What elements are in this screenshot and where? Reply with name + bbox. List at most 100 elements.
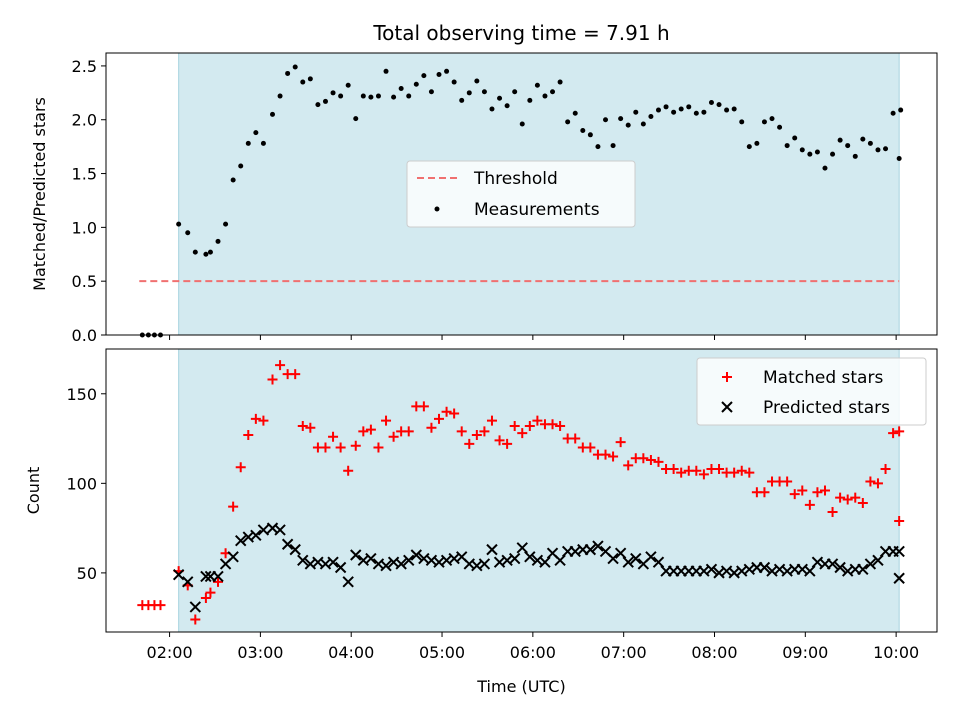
top-legend: Threshold Measurements [406,160,636,228]
matched-star-point [714,464,725,475]
measurement-point [466,90,472,96]
predicted-star-point [289,543,301,556]
predicted-star-point [826,558,839,570]
measurement-point [504,103,510,109]
matched-star-point [267,374,278,385]
measurement-point [746,144,752,150]
measurement-point [595,144,601,150]
predicted-star-point [281,538,294,550]
y-tick-label: 0.0 [72,326,97,345]
predicted-star-point [630,552,642,565]
measurement-point [203,251,209,257]
matched-star-point [320,442,331,453]
matched-star-point [509,421,520,432]
measurement-point [799,147,805,153]
bottom-y-axis-label: Count [24,467,43,515]
predicted-star-point [235,534,247,547]
predicted-star-point [380,560,392,572]
measurement-point [406,93,412,99]
bottom-legend: Matched stars Predicted stars [696,357,927,426]
legend-measurements-swatch [434,206,440,212]
matched-star-point [235,462,246,473]
legend-matched-swatch [722,372,732,382]
x-tick-label: 04:00 [328,643,374,662]
predicted-star-point [410,549,423,561]
matched-star-point [343,465,354,476]
predicted-star-point [395,558,407,570]
measurement-point [307,76,313,82]
legend-threshold-label: Threshold [473,169,558,189]
measurement-point [421,73,427,79]
y-tick-label: 2.0 [72,111,97,130]
y-tick-label: 50 [77,564,97,583]
matched-star-point [250,413,261,424]
matched-star-point [698,469,709,480]
measurement-point [580,127,586,133]
predicted-star-point [250,529,262,541]
matched-star-point [365,424,376,435]
matched-star-point [835,492,846,503]
matched-star-point [297,421,308,432]
matched-star-point [155,600,166,611]
top-y-axis-label: Matched/Predicted stars [30,97,49,291]
predicted-star-point [274,524,286,536]
measurement-point [678,106,684,112]
measurement-point [716,102,722,108]
matched-star-point [623,460,634,471]
predicted-star-point [212,570,224,583]
predicted-star-point [864,558,877,570]
measurement-point [245,140,251,146]
measurement-point [830,151,836,157]
y-tick-label: 100 [66,474,97,493]
measurement-point [481,89,487,95]
measurement-point [383,68,389,74]
matched-star-point [782,476,793,487]
measurement-point [671,109,677,115]
matched-star-point [894,515,905,526]
measurement-point [761,119,767,125]
measurement-point [898,107,904,113]
chart-title: Total observing time = 7.91 h [372,21,669,45]
matched-star-point [729,467,740,478]
measurement-point [292,64,298,70]
predicted-star-point [297,554,309,567]
matched-star-point [653,456,664,467]
matched-star-point [759,487,770,498]
matched-star-point [335,442,346,453]
predicted-star-point [758,561,771,574]
predicted-star-point [182,576,194,588]
matched-star-point [645,455,656,466]
legend-plus-marker [722,372,732,382]
x-tick-label: 05:00 [419,643,465,662]
measurement-point [215,238,221,244]
measurement-point [587,132,593,138]
measurement-point [777,124,783,130]
matched-star-point [668,464,679,475]
top-panel: 0.0 0.5 1.0 1.5 2.0 2.5 Total observing time … [30,21,938,345]
measurement-point [444,68,450,74]
predicted-star-point [893,545,905,558]
predicted-star-point [645,551,657,563]
measurement-point [459,97,465,103]
x-tick-label: 07:00 [601,643,647,662]
measurement-point [896,155,902,161]
matched-star-point [190,614,201,625]
measurement-point [497,95,503,101]
measurement-point [845,143,851,149]
measurement-point [814,149,820,155]
matched-star-point [381,415,392,426]
y-tick-label: 150 [66,385,97,404]
matched-star-point [638,453,649,464]
matched-star-point [880,464,891,475]
measurement-point [822,165,828,171]
measurement-point [739,119,745,125]
measurement-point [322,98,328,104]
measurement-point [300,79,306,85]
measurement-point [391,94,397,100]
predicted-star-point [189,601,202,613]
measurement-point [398,86,404,92]
matched-star-point [305,422,316,433]
matched-star-point [502,438,513,449]
measurement-point [253,130,259,136]
measurement-point [285,70,291,76]
